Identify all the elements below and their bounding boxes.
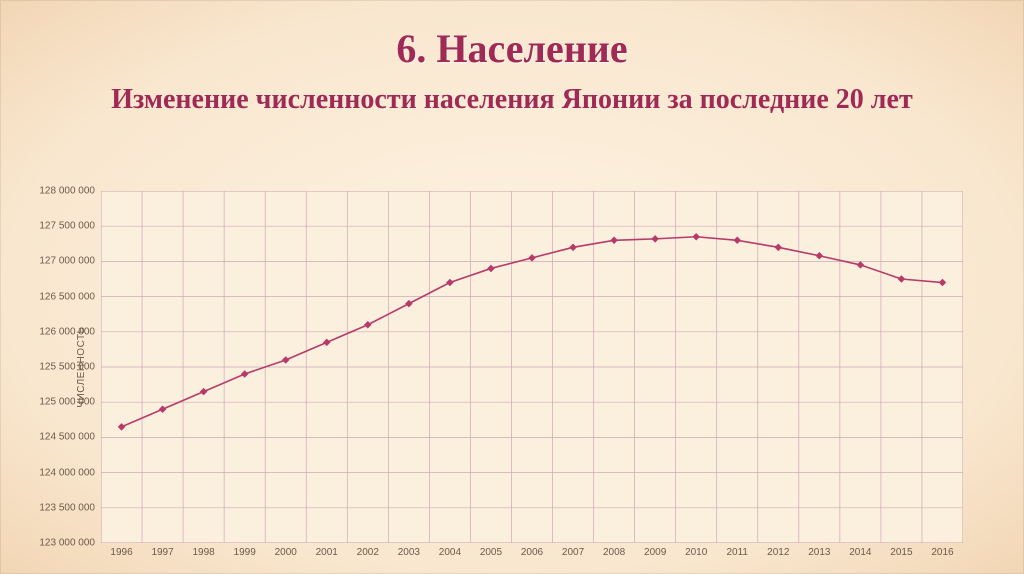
x-tick-label: 2008 bbox=[603, 547, 625, 558]
x-tick-label: 1999 bbox=[234, 547, 256, 558]
y-tick-label: 127 000 000 bbox=[39, 256, 95, 267]
y-tick-label: 126 500 000 bbox=[39, 291, 95, 302]
chart-area: ЧИСЛЕННОСТЬ 123 000 000123 500 000124 00… bbox=[101, 191, 963, 543]
y-tick-label: 124 500 000 bbox=[39, 432, 95, 443]
y-tick-label: 128 000 000 bbox=[39, 186, 95, 197]
x-tick-label: 2002 bbox=[357, 547, 379, 558]
population-line-chart bbox=[101, 191, 963, 543]
x-tick-label: 1996 bbox=[110, 547, 132, 558]
x-tick-label: 2001 bbox=[316, 547, 338, 558]
page-subtitle: Изменение численности населения Японии з… bbox=[37, 82, 987, 117]
x-tick-label: 2007 bbox=[562, 547, 584, 558]
y-tick-label: 124 000 000 bbox=[39, 467, 95, 478]
x-tick-label: 2013 bbox=[808, 547, 830, 558]
x-tick-label: 2003 bbox=[398, 547, 420, 558]
y-tick-label: 126 000 000 bbox=[39, 326, 95, 337]
x-tick-label: 2011 bbox=[726, 547, 748, 558]
y-tick-label: 127 500 000 bbox=[39, 221, 95, 232]
x-tick-label: 2000 bbox=[275, 547, 297, 558]
x-tick-label: 2016 bbox=[931, 547, 953, 558]
x-tick-label: 2004 bbox=[439, 547, 461, 558]
x-tick-label: 2012 bbox=[767, 547, 789, 558]
x-tick-label: 1997 bbox=[151, 547, 173, 558]
x-tick-label: 2009 bbox=[644, 547, 666, 558]
x-tick-label: 2006 bbox=[521, 547, 543, 558]
x-tick-label: 1998 bbox=[192, 547, 214, 558]
x-tick-label: 2005 bbox=[480, 547, 502, 558]
y-tick-label: 123 000 000 bbox=[39, 538, 95, 549]
x-tick-label: 2014 bbox=[849, 547, 871, 558]
page-title: 6. Население bbox=[37, 25, 987, 72]
y-tick-label: 125 500 000 bbox=[39, 362, 95, 373]
y-tick-label: 123 500 000 bbox=[39, 502, 95, 513]
x-tick-label: 2015 bbox=[890, 547, 912, 558]
x-tick-label: 2010 bbox=[685, 547, 707, 558]
slide: 6. Население Изменение численности насел… bbox=[0, 0, 1024, 574]
y-tick-label: 125 000 000 bbox=[39, 397, 95, 408]
